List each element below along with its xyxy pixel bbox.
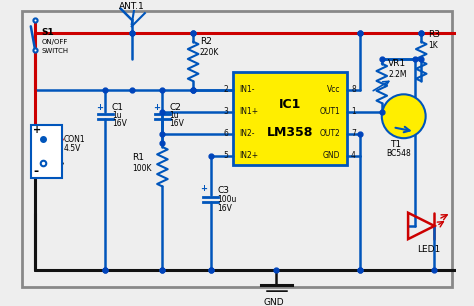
Text: LED1: LED1 xyxy=(417,245,440,254)
Text: R2: R2 xyxy=(200,37,211,46)
Text: -: - xyxy=(33,165,38,178)
Text: +: + xyxy=(33,125,41,135)
FancyBboxPatch shape xyxy=(31,125,62,178)
FancyBboxPatch shape xyxy=(22,11,452,287)
Text: ON/OFF: ON/OFF xyxy=(42,39,68,45)
Text: 2: 2 xyxy=(223,85,228,95)
Text: BC548: BC548 xyxy=(386,149,411,158)
Text: +: + xyxy=(96,103,103,112)
Text: R1: R1 xyxy=(132,153,144,162)
Text: 4: 4 xyxy=(351,151,356,160)
Text: 4.5V: 4.5V xyxy=(64,144,81,153)
Text: 6: 6 xyxy=(223,129,228,138)
Text: S1: S1 xyxy=(42,28,55,37)
Text: OUT1: OUT1 xyxy=(319,107,340,116)
Text: 2.2M: 2.2M xyxy=(388,70,407,79)
Text: GND: GND xyxy=(323,151,340,160)
Text: IN1-: IN1- xyxy=(239,85,255,95)
Text: +: + xyxy=(200,184,207,193)
Text: Vcc: Vcc xyxy=(327,85,340,95)
Text: 1K: 1K xyxy=(428,41,438,50)
Text: 16V: 16V xyxy=(217,203,232,213)
Text: C2: C2 xyxy=(169,103,181,112)
Circle shape xyxy=(382,94,426,138)
Text: +: + xyxy=(153,103,160,112)
Text: 16V: 16V xyxy=(169,119,184,128)
Text: 1u: 1u xyxy=(112,111,122,121)
Text: 100K: 100K xyxy=(132,164,151,173)
Text: ANT.1: ANT.1 xyxy=(118,2,144,11)
Text: 100u: 100u xyxy=(217,195,237,204)
Text: 7: 7 xyxy=(351,129,356,138)
Text: IN2+: IN2+ xyxy=(239,151,258,160)
Text: CON1: CON1 xyxy=(64,135,85,144)
Text: GND: GND xyxy=(264,298,284,306)
Text: T1: T1 xyxy=(391,140,401,149)
Text: OUT2: OUT2 xyxy=(319,129,340,138)
Text: 8: 8 xyxy=(351,85,356,95)
Text: IN1+: IN1+ xyxy=(239,107,258,116)
Text: SWITCH: SWITCH xyxy=(42,48,69,54)
Text: IN2-: IN2- xyxy=(239,129,255,138)
Text: LM358: LM358 xyxy=(266,126,313,139)
Text: 1u: 1u xyxy=(169,111,179,121)
Text: IC1: IC1 xyxy=(278,98,301,111)
Text: C1: C1 xyxy=(112,103,124,112)
Text: C3: C3 xyxy=(217,186,229,195)
FancyBboxPatch shape xyxy=(233,73,346,165)
Text: 1: 1 xyxy=(351,107,356,116)
Text: 5: 5 xyxy=(223,151,228,160)
Text: VR1: VR1 xyxy=(388,59,407,68)
Text: 16V: 16V xyxy=(112,119,127,128)
Text: 3: 3 xyxy=(223,107,228,116)
Text: 220K: 220K xyxy=(200,48,219,57)
Text: R3: R3 xyxy=(428,30,440,39)
